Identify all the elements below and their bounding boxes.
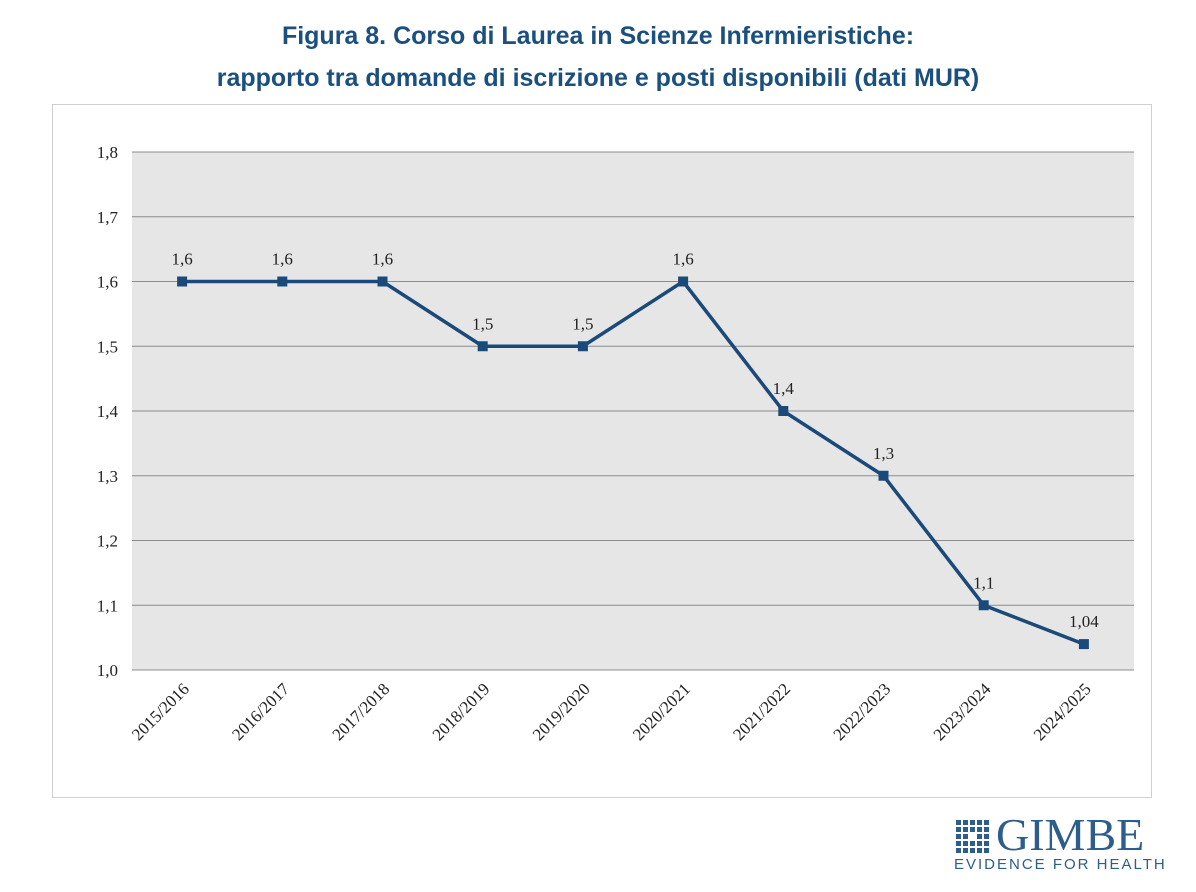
data-point-marker: [577, 341, 588, 352]
x-tick-label: 2021/2022: [729, 679, 794, 744]
data-label: 1,5: [472, 314, 493, 333]
data-label: 1,6: [272, 250, 293, 269]
y-tick-label: 1,1: [97, 596, 118, 615]
data-point-marker: [1078, 639, 1089, 650]
data-point-marker: [177, 276, 188, 287]
y-tick-label: 1,0: [97, 661, 118, 680]
y-tick-label: 1,7: [97, 208, 119, 227]
y-tick-label: 1,2: [97, 532, 118, 551]
data-point-marker: [377, 276, 388, 287]
x-tick-label: 2015/2016: [128, 679, 193, 744]
chart-frame: 1,0 1,1 1,2 1,3 1,4 1,5 1,6 1,7 1,8 2015/2016 2016…: [52, 104, 1152, 798]
line-chart: 1,0 1,1 1,2 1,3 1,4 1,5 1,6 1,7 1,8 2015/2016 2016…: [97, 143, 1134, 744]
logo-tagline: EVIDENCE FOR HEALTH: [954, 856, 1167, 873]
data-point-marker: [277, 276, 288, 287]
gimbe-logo: GIMBE EVIDENCE FOR HEALTH: [952, 809, 1165, 880]
chart-title-line-1: Figura 8. Corso di Laurea in Scienze Inf…: [281, 22, 915, 50]
data-point-marker: [978, 600, 989, 611]
y-tick-label: 1,5: [97, 337, 118, 356]
data-label: 1,6: [672, 250, 693, 269]
x-tick-label: 2022/2023: [829, 679, 894, 744]
x-tick-label: 2018/2019: [429, 679, 494, 744]
x-tick-label: 2023/2024: [930, 679, 995, 744]
y-tick-label: 1,6: [97, 273, 118, 292]
data-point-marker: [477, 341, 488, 352]
data-label: 1,6: [171, 250, 192, 269]
chart-title-line-2: rapporto tra domande di iscrizione e pos…: [216, 64, 980, 92]
logo-dot-grid-icon: [956, 820, 989, 853]
data-label: 1,5: [572, 314, 593, 333]
data-label: 1,3: [873, 444, 894, 463]
data-label: 1,6: [372, 250, 393, 269]
y-tick-label: 1,8: [97, 143, 118, 162]
data-point-marker: [678, 276, 689, 287]
data-label: 1,4: [773, 379, 795, 398]
x-tick-label: 2016/2017: [228, 679, 293, 744]
x-tick-label: 2017/2018: [328, 679, 393, 744]
data-label: 1,1: [973, 573, 994, 592]
data-label: 1,04: [1069, 612, 1099, 631]
data-point-marker: [778, 406, 789, 416]
y-tick-label: 1,4: [97, 402, 119, 421]
x-tick-label: 2019/2020: [529, 679, 594, 744]
x-tick-label: 2024/2025: [1030, 679, 1095, 744]
series-line: [182, 279, 1085, 646]
logo-name: GIMBE: [996, 809, 1145, 860]
y-tick-label: 1,3: [97, 467, 118, 486]
data-point-marker: [878, 470, 889, 481]
x-tick-label: 2020/2021: [629, 679, 694, 744]
